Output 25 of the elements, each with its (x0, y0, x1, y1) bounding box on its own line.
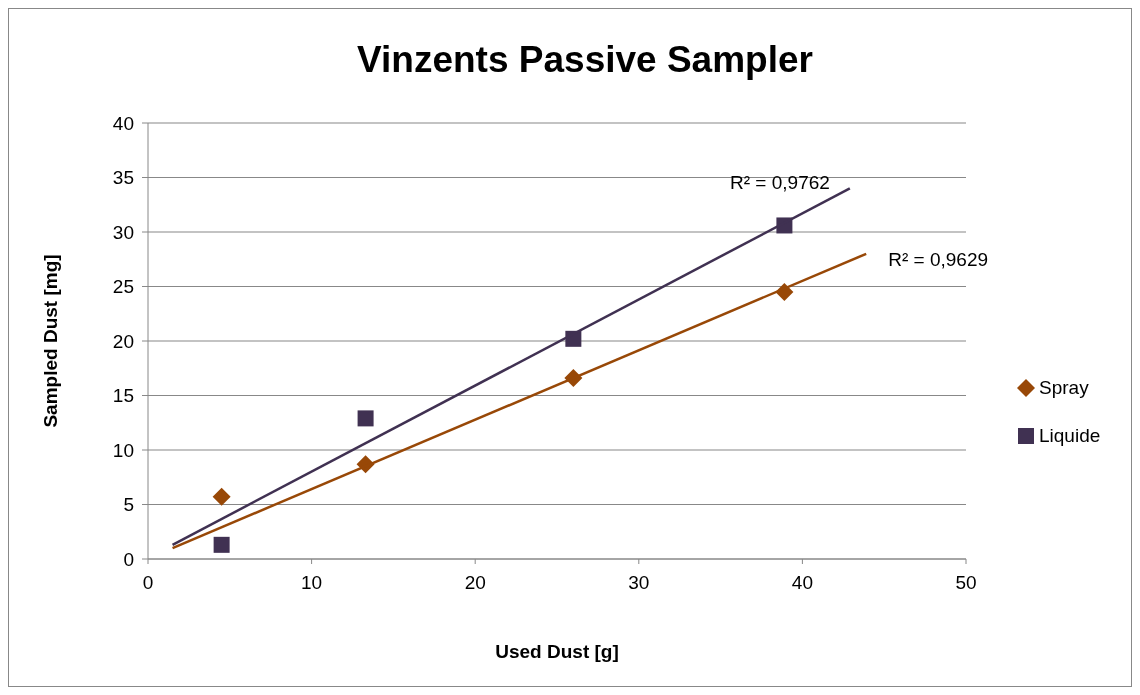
point (212, 487, 231, 506)
x-tick-label: 20 (464, 572, 486, 594)
x-tick-label: 30 (628, 572, 650, 594)
x-tick-label: 0 (142, 572, 154, 594)
y-tick-label: 0 (123, 548, 134, 570)
y-tick-label: 20 (112, 330, 134, 352)
point (357, 410, 374, 427)
y-tick-label: 40 (112, 112, 134, 134)
y-tick-label: 30 (112, 221, 134, 243)
x-axis-title: Used Dust [g] (494, 641, 620, 663)
y-tick-label: 35 (112, 167, 134, 189)
x-tick-label: 10 (301, 572, 323, 594)
x-tick-label: 50 (955, 572, 977, 594)
annotation: R² = 0,9762 (730, 171, 830, 193)
x-tick-label: 40 (791, 572, 813, 594)
legend-label: Liquide (1039, 425, 1101, 447)
y-axis-title: Sampled Dust [mg] (40, 254, 62, 428)
point (213, 536, 230, 553)
y-tick-label: 15 (112, 385, 134, 407)
y-tick-label: 25 (112, 276, 134, 298)
y-tick-label: 5 (123, 494, 134, 516)
y-tick-label: 10 (112, 439, 134, 461)
legend-label: Spray (1039, 377, 1089, 399)
annotation: R² = 0,9629 (888, 249, 989, 271)
chart-title: Vinzents Passive Sampler (356, 39, 814, 81)
